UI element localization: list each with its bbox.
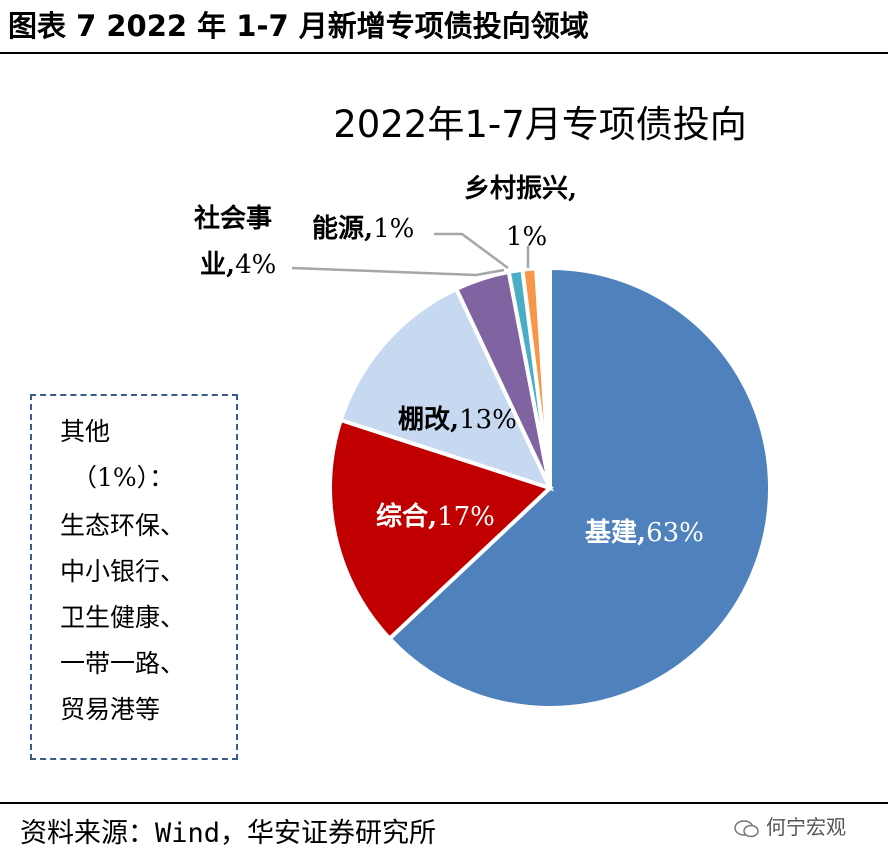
watermark-text: 何宁宏观 (766, 815, 846, 839)
label-zonghe-pct: 17% (437, 502, 495, 532)
label-nengyuan-pct: 1% (373, 214, 415, 244)
label-shehui-line1: 社会事 (194, 204, 273, 234)
label-penggai: 棚改,13% (398, 405, 517, 435)
label-xiangcun-name: 乡村振兴, (464, 174, 578, 204)
note-line: 中小银行、 (60, 557, 186, 586)
figure-title: 图表 7 2022 年 1-7 月新增专项债投向领域 (8, 9, 589, 43)
pie-slice (386, 265, 772, 710)
label-xiangcun-pct-value: 1% (506, 222, 548, 252)
label-jijian: 基建,63% (585, 518, 704, 548)
label-nengyuan-name: 能源 (312, 214, 365, 244)
label-penggai-pct: 13% (459, 405, 517, 435)
pie-slice (328, 417, 554, 642)
wechat-icon (734, 819, 759, 837)
note-line: 生态环保、 (60, 511, 186, 540)
note-line: 其他 (60, 417, 111, 446)
label-zonghe-name: 综合 (376, 502, 429, 532)
chart-title: 2022年1-7月专项债投向 (333, 103, 747, 146)
top-rule (0, 52, 888, 54)
bottom-rule (0, 802, 888, 804)
label-jijian-pct: 63% (646, 518, 704, 548)
note-line: 卫生健康、 (60, 603, 186, 632)
watermark: 何宁宏观 (734, 810, 846, 844)
label-zonghe: 综合,17% (376, 502, 495, 532)
note-line: （1%）： (72, 463, 175, 492)
label-xiangcun-pct: 1% (506, 220, 547, 254)
label-penggai-name: 棚改 (398, 405, 451, 435)
leader-line (291, 266, 505, 277)
note-line: 一带一路、 (60, 649, 186, 678)
note-box: 其他 （1%）： 生态环保、 中小银行、 卫生健康、 一带一路、 贸易港等 (30, 394, 238, 760)
label-shehui-name2: 业 (200, 250, 227, 280)
pie-slice (534, 265, 552, 489)
source-note: 资料来源：Wind，华安证券研究所 (20, 818, 437, 849)
label-shehui-pct: 4% (235, 250, 277, 280)
label-shehui-line2: 业,4% (200, 250, 277, 280)
label-nengyuan: 能源,1% (312, 214, 415, 244)
pie-slice (338, 286, 554, 492)
leader-line (434, 232, 509, 270)
label-jijian-name: 基建 (585, 518, 638, 548)
note-line: 贸易港等 (60, 695, 161, 724)
